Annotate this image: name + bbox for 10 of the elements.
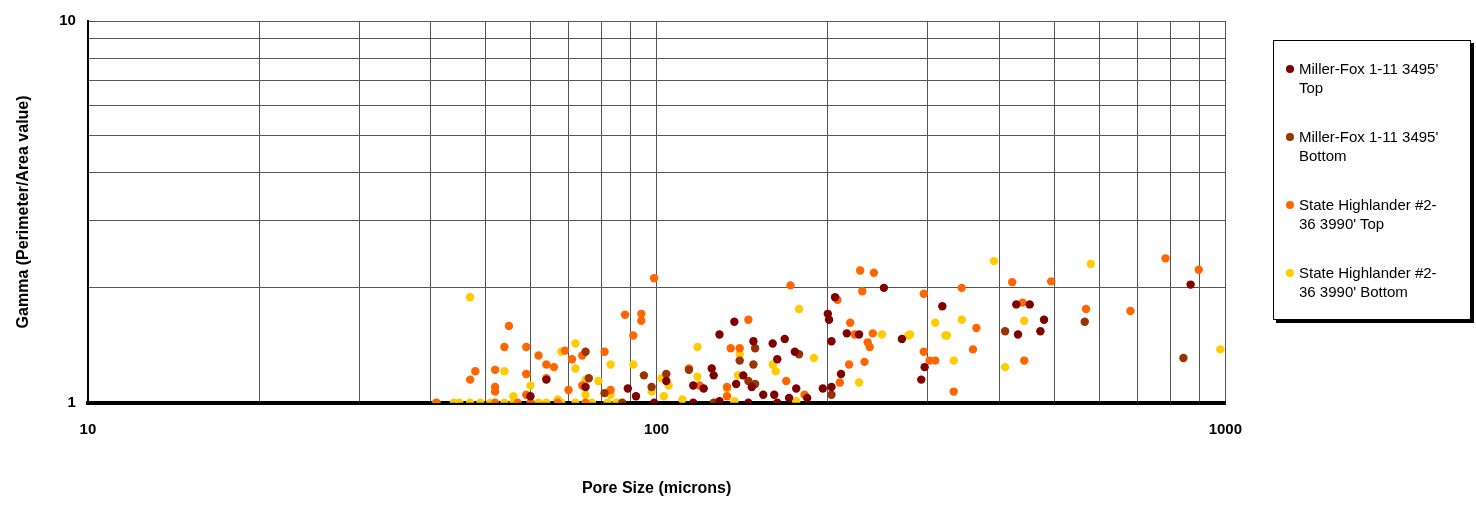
x-tick-label: 10 [79, 419, 97, 437]
x-axis-title: Pore Size (microns) [581, 478, 732, 496]
legend-label: Miller-Fox 1-11 3495' Bottom [1299, 127, 1440, 165]
legend-label: Miller-Fox 1-11 3495' Top [1299, 59, 1440, 97]
legend-label: State Highlander #2-36 3990' Bottom [1299, 263, 1438, 301]
x-tick-label: 100 [644, 419, 670, 437]
y-tick-label: 1 [67, 392, 76, 410]
legend-label: State Highlander #2-36 3990' Top [1299, 195, 1438, 233]
y-axis-title: Gamma (Perimeter/Area value) [14, 95, 32, 329]
x-tick-label: 1000 [1208, 419, 1242, 437]
